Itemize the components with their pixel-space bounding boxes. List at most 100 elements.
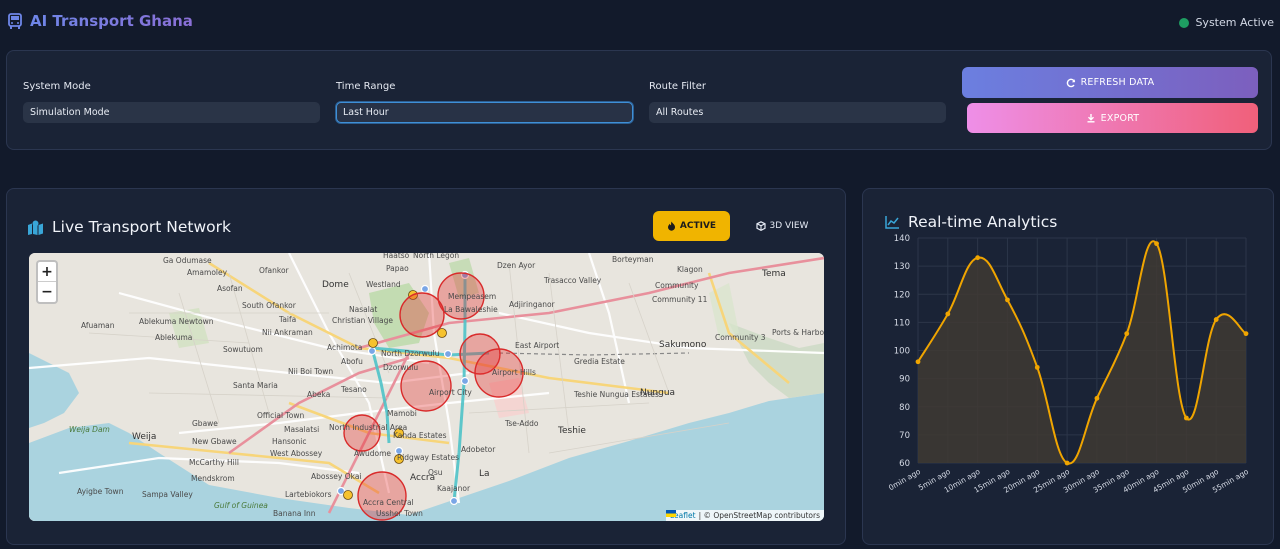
place-label: Trasacco Valley — [544, 276, 602, 285]
place-label: East Airport — [515, 341, 560, 350]
place-label: North Dzorwulu — [381, 349, 440, 358]
place-label: Tse-Addo — [505, 419, 539, 428]
refresh-icon — [1066, 78, 1075, 87]
status-dot-icon — [1179, 17, 1190, 28]
place-label: New Gbawe — [192, 437, 237, 446]
place-label: Community 3 — [715, 333, 766, 342]
place-label: Dome — [322, 280, 349, 290]
place-label: North Legon — [413, 253, 460, 260]
zoom-in-button[interactable]: + — [38, 262, 56, 282]
system-mode-select[interactable]: Simulation Mode — [23, 102, 320, 123]
analytics-card: Real-time Analytics 60 70 80 90 100 110 120 130… — [862, 188, 1274, 545]
place-label: Ga Odumase — [163, 256, 212, 265]
place-label: Adobetor — [461, 445, 496, 454]
line-chart-icon — [885, 215, 899, 229]
place-label: Nii Boi Town — [288, 367, 334, 376]
y-tick-label: 90 — [899, 375, 910, 385]
place-label: Adjiringanor — [509, 300, 555, 309]
map-tiles — [29, 253, 824, 521]
refresh-data-button[interactable]: REFRESH DATA — [962, 67, 1258, 98]
place-label: La — [479, 469, 490, 479]
system-status: System Active — [1179, 16, 1274, 29]
data-point — [1154, 241, 1159, 247]
system-mode-label: System Mode — [23, 81, 91, 92]
analytics-title: Real-time Analytics — [885, 213, 1057, 231]
place-label: Amamoley — [187, 268, 228, 277]
data-point — [975, 255, 981, 261]
download-icon — [1087, 114, 1095, 123]
place-label: Haatso — [383, 253, 410, 260]
transport-map[interactable]: Ga Odumase Ofankor Haatso North Legon Dzen A… — [29, 253, 824, 521]
map-marked-icon — [28, 220, 43, 235]
place-label: Gbawe — [192, 419, 218, 428]
place-label: Teshie — [558, 426, 586, 436]
x-tick-label: 0min ago — [887, 467, 922, 493]
place-label: Borteyman — [612, 255, 654, 264]
place-label: Masalatsi — [284, 425, 320, 434]
y-tick-label: 60 — [899, 459, 910, 469]
place-label: Mendskrom — [191, 474, 235, 483]
place-label: Osu — [428, 468, 443, 477]
place-label: Westland — [366, 280, 401, 289]
y-tick-label: 70 — [899, 431, 910, 441]
place-label: Lartebiokors — [285, 490, 332, 499]
map-attribution: Leaflet | © OpenStreetMap contributors — [666, 510, 824, 521]
active-label: ACTIVE — [679, 221, 717, 231]
place-label: Awudome — [354, 449, 391, 458]
place-label: Tema — [762, 269, 786, 279]
place-label: Dzorwulu — [383, 363, 419, 372]
data-point — [1034, 364, 1040, 370]
app-title: AI Transport Ghana — [30, 12, 193, 30]
time-range-label: Time Range — [336, 81, 396, 92]
brand[interactable]: AI Transport Ghana — [6, 12, 193, 30]
zoom-out-button[interactable]: − — [41, 284, 53, 300]
fire-icon — [667, 221, 675, 231]
place-label: Kaajanor — [437, 484, 471, 493]
live-network-card: Live Transport Network ACTIVE 3D VIEW — [6, 188, 846, 545]
place-label: Asofan — [217, 284, 243, 293]
place-label: Ofankor — [259, 266, 289, 275]
place-label: Abeka — [307, 390, 331, 399]
data-point — [1124, 331, 1130, 337]
place-label: Teshie Nungua Estates — [574, 390, 659, 399]
export-label: EXPORT — [1100, 112, 1140, 124]
analytics-title-text: Real-time Analytics — [908, 213, 1058, 231]
data-point — [1213, 317, 1219, 322]
data-point — [945, 311, 951, 317]
place-label: Ablekuma — [155, 333, 193, 342]
3d-view-label: 3D VIEW — [769, 221, 809, 231]
place-label: Klagon — [677, 265, 703, 274]
place-label: Gredia Estate — [574, 357, 625, 366]
leaflet-link[interactable]: Leaflet — [670, 511, 696, 520]
control-panel: System Mode Simulation Mode Time Range L… — [6, 50, 1272, 150]
export-button[interactable]: EXPORT — [967, 103, 1258, 133]
place-label: Nungua — [640, 388, 676, 398]
data-point — [1005, 297, 1010, 303]
data-point — [915, 359, 921, 365]
bus-icon — [8, 13, 22, 29]
place-label: Papao — [386, 264, 409, 273]
place-label: Mempeasem — [448, 292, 497, 301]
place-label: Christian Village — [332, 316, 394, 325]
app-header: AI Transport Ghana System Active — [0, 0, 1280, 46]
place-label: Mamobi — [387, 409, 417, 418]
data-point — [1183, 415, 1189, 421]
place-label: Afuaman — [81, 321, 115, 330]
place-label: Ussher Town — [376, 509, 423, 518]
place-label: Official Town — [257, 411, 305, 420]
place-label: South Ofankor — [242, 301, 296, 310]
place-label: Airport Hills — [492, 368, 536, 377]
place-label: Nasalat — [349, 305, 378, 314]
map-card-title: Live Transport Network — [27, 218, 231, 236]
active-button[interactable]: ACTIVE — [653, 211, 730, 241]
time-range-select[interactable]: Last Hour — [336, 102, 633, 123]
route-filter-select[interactable]: All Routes — [649, 102, 946, 123]
place-label: Ridgway Estates — [397, 453, 460, 462]
place-label: Ports & Harbo — [772, 328, 824, 337]
place-label: McCarthy Hill — [189, 458, 239, 467]
zoom-control: + − — [36, 260, 58, 304]
place-label: Sampa Valley — [142, 490, 193, 499]
status-text: System Active — [1195, 16, 1274, 29]
3d-view-button[interactable]: 3D VIEW — [747, 211, 817, 241]
place-label: Airport City — [429, 388, 472, 397]
